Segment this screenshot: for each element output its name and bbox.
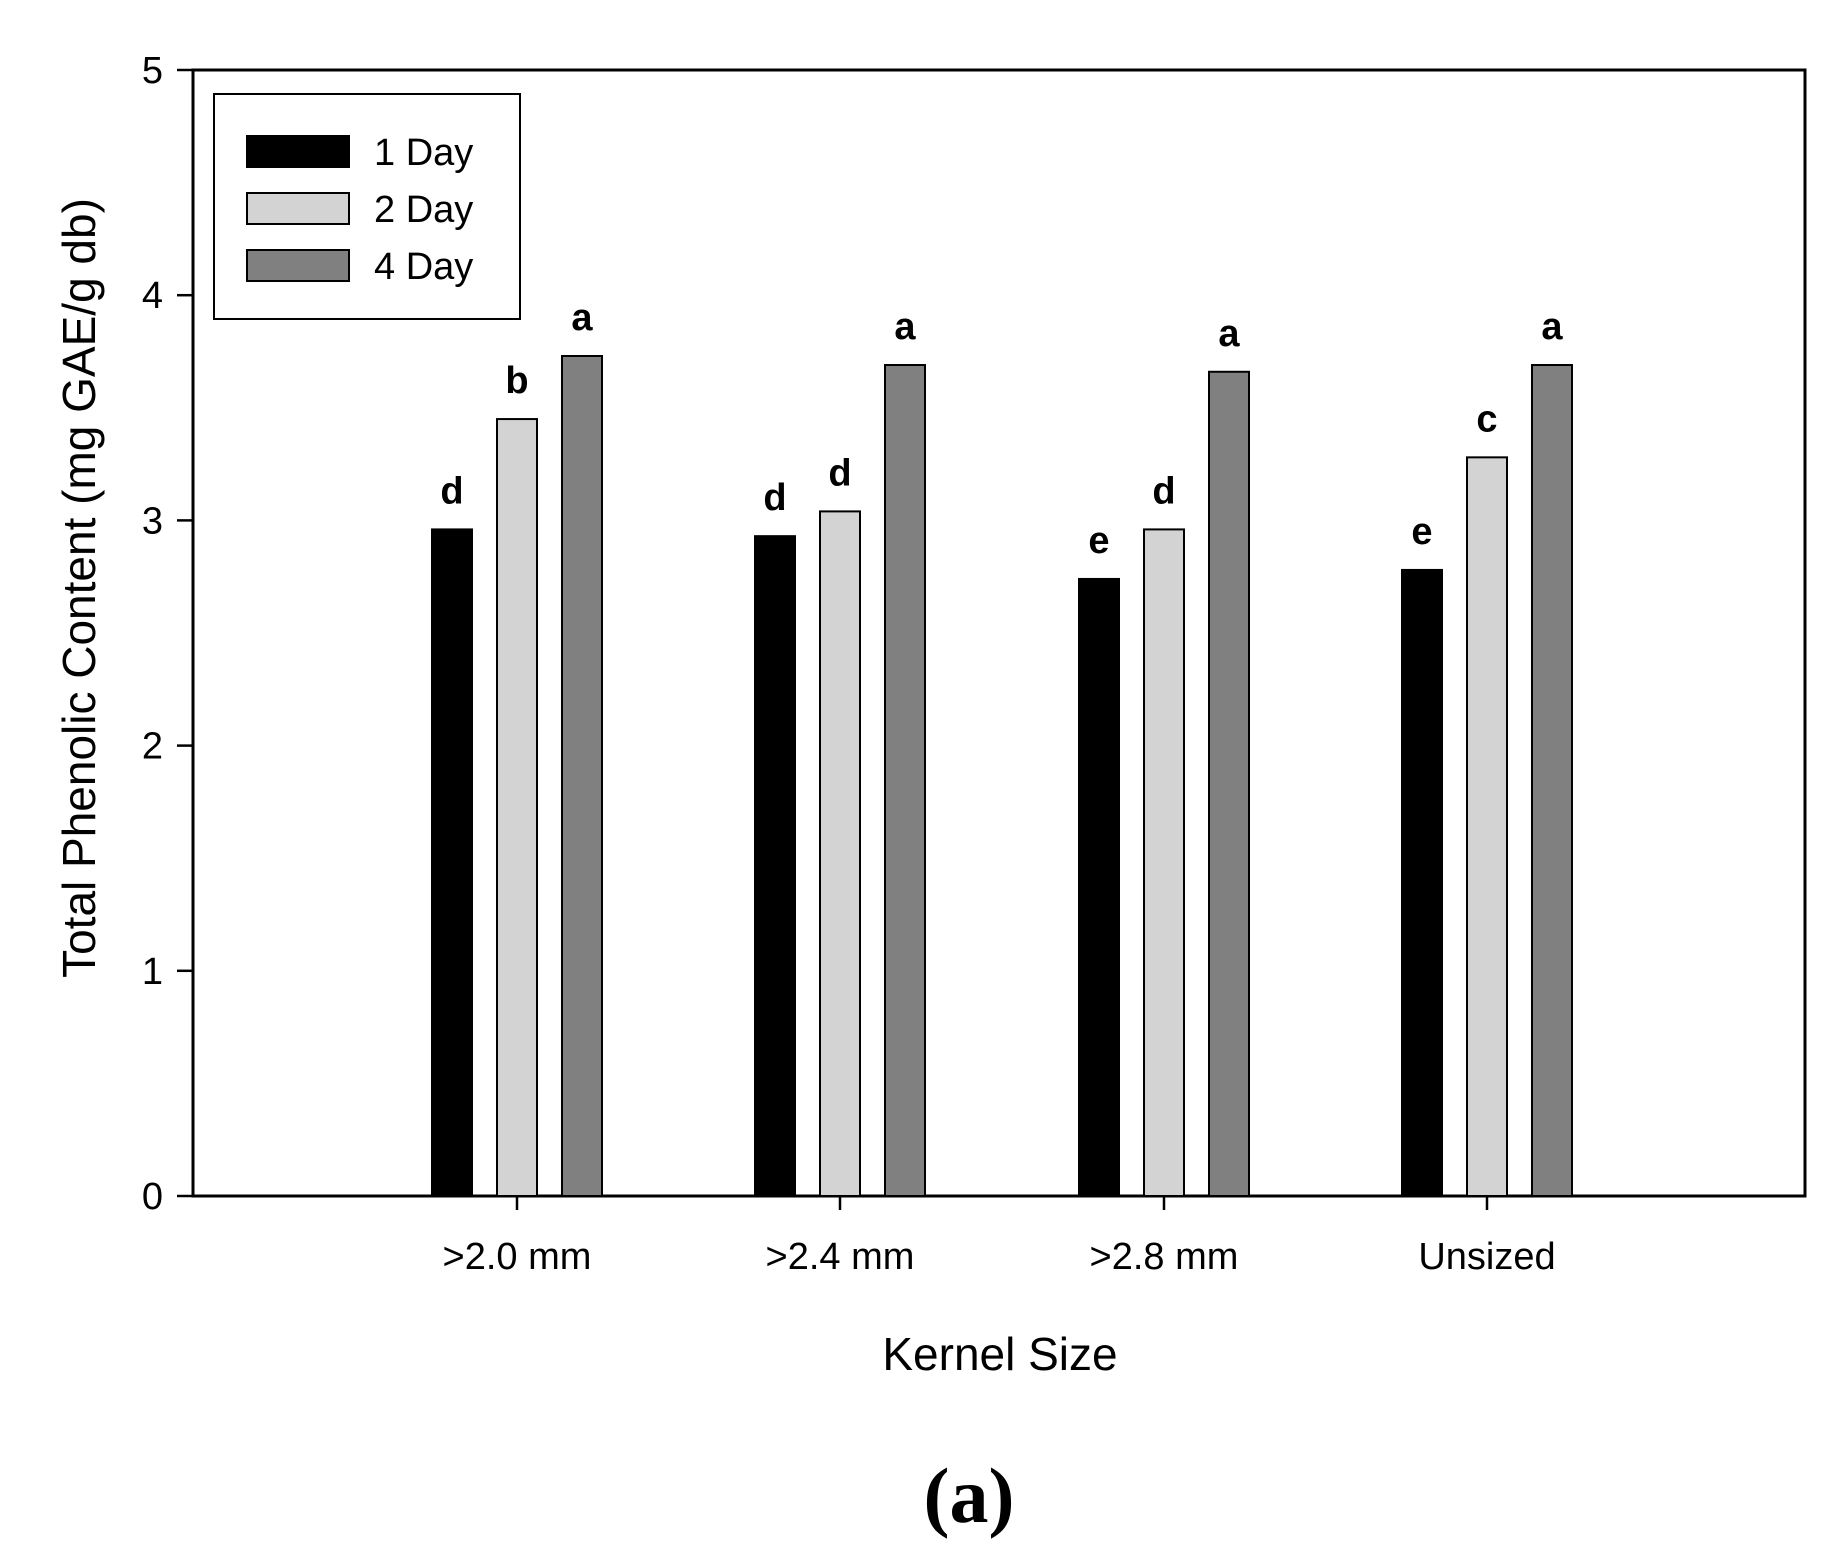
bars [431,355,1573,1197]
x-tick-label: >2.0 mm [443,1236,592,1278]
bar [1401,568,1443,1197]
bar [1078,577,1120,1197]
x-axis-title: Kernel Size [882,1328,1117,1380]
bar [561,355,603,1197]
bar-label: d [763,477,786,519]
bar [431,528,473,1197]
plot-area [191,68,1807,1198]
bar-label: a [1541,306,1563,348]
x-axis: >2.0 mm >2.4 mm >2.8 mm Unsized [443,1196,1556,1278]
bar-label: d [828,452,851,494]
legend-label: 1 Day [374,132,473,174]
bar-labels: d de ebd dca a a a [440,297,1563,562]
y-axis: 0 1 2 3 4 5 [142,50,193,1218]
bar-label: c [1476,398,1497,440]
y-tick-label: 4 [142,275,163,317]
bar [1143,528,1185,1197]
x-tick-label: Unsized [1418,1236,1555,1278]
legend-swatch [246,249,350,282]
bar [819,510,861,1197]
bar-label: e [1088,520,1109,562]
x-tick-label: >2.4 mm [766,1236,915,1278]
bar-label: a [894,306,916,348]
bar [1531,364,1573,1197]
bar-label: d [1152,470,1175,512]
bar-label: b [505,360,528,402]
y-tick-label: 1 [142,951,163,993]
bar [884,364,926,1197]
legend-swatch [246,192,350,225]
plot-frame [191,68,1807,1198]
y-tick-label: 3 [142,500,163,542]
legend-label: 2 Day [374,189,473,231]
y-tick-label: 5 [142,50,163,92]
bar-label: a [1218,313,1240,355]
bar [754,535,796,1197]
bar-label: e [1411,511,1432,553]
bar [1208,370,1250,1197]
x-tick-label: >2.8 mm [1090,1236,1239,1278]
y-axis-title: Total Phenolic Content (mg GAE/g db) [53,198,105,978]
bar-label: a [571,297,593,339]
bar [1466,456,1508,1197]
y-tick-label: 2 [142,726,163,768]
bar [496,418,538,1197]
bar-label: d [440,470,463,512]
legend-swatch [246,135,350,168]
legend-label: 4 Day [374,246,473,288]
legend: 1 Day 2 Day 4 Day [213,93,521,320]
figure-caption: (a) [924,1452,1015,1539]
y-tick-label: 0 [142,1176,163,1218]
